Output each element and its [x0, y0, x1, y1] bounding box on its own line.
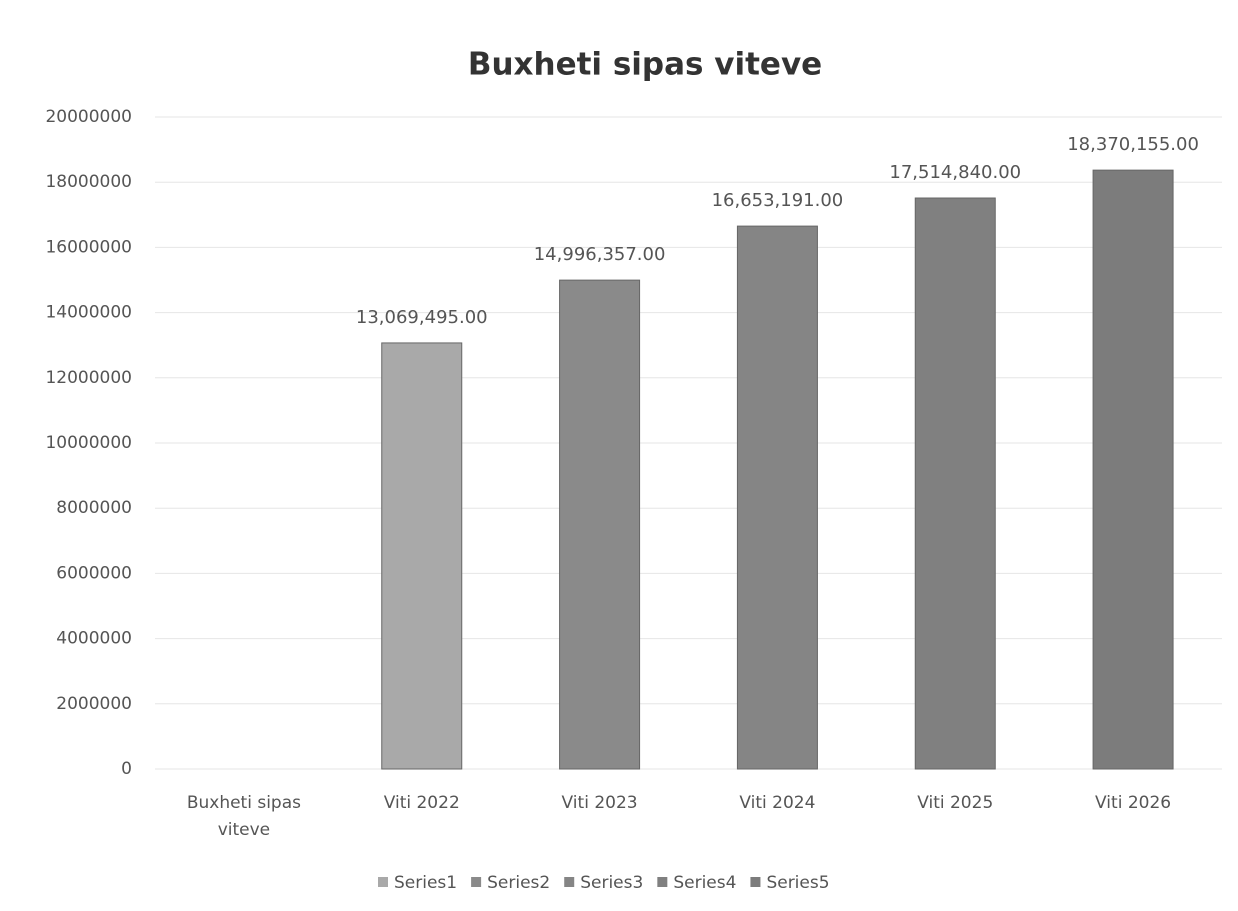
legend: Series1 Series2 Series3 Series4 Series5	[378, 873, 830, 893]
y-tick-label: 2000000	[56, 694, 132, 714]
legend-swatch	[564, 877, 575, 887]
y-tick-label: 6000000	[56, 563, 132, 583]
x-tick-label: Viti 2025	[917, 793, 993, 813]
legend-label: Series5	[766, 873, 829, 893]
y-tick-label: 0	[121, 759, 132, 779]
bar	[381, 342, 463, 770]
legend-swatch	[378, 877, 388, 887]
chart-title: Buxheti sipas viteve	[468, 47, 822, 83]
x-tick-label: Viti 2026	[1095, 793, 1171, 813]
legend-swatch	[657, 877, 668, 887]
y-tick-label: 16000000	[45, 237, 132, 257]
x-tick-label: Viti 2024	[739, 793, 815, 813]
legend-label: Series1	[394, 873, 457, 893]
bar	[736, 225, 818, 770]
y-tick-label: 12000000	[45, 368, 132, 388]
x-tick-label: Buxheti sipas viteve	[187, 793, 301, 840]
legend-swatch	[750, 877, 761, 887]
legend-label: Series3	[580, 873, 643, 893]
legend-swatch	[471, 877, 482, 887]
y-tick-label: 10000000	[45, 433, 132, 453]
y-tick-label: 14000000	[45, 303, 132, 323]
x-tick-label: Viti 2023	[562, 793, 638, 813]
y-tick-label: 20000000	[45, 107, 132, 127]
y-tick-label: 8000000	[56, 498, 132, 518]
value-label: 18,370,155.00	[1067, 134, 1199, 155]
y-tick-label: 4000000	[56, 629, 132, 649]
bar	[914, 197, 996, 770]
value-label: 14,996,357.00	[534, 244, 666, 265]
value-label: 17,514,840.00	[889, 162, 1021, 183]
bar	[1092, 169, 1174, 770]
value-label: 13,069,495.00	[356, 307, 488, 328]
bar	[559, 279, 641, 770]
y-tick-label: 18000000	[45, 172, 132, 192]
value-label: 16,653,191.00	[712, 190, 844, 211]
legend-label: Series2	[487, 873, 550, 893]
legend-label: Series4	[673, 873, 736, 893]
x-tick-label: Viti 2022	[384, 793, 460, 813]
